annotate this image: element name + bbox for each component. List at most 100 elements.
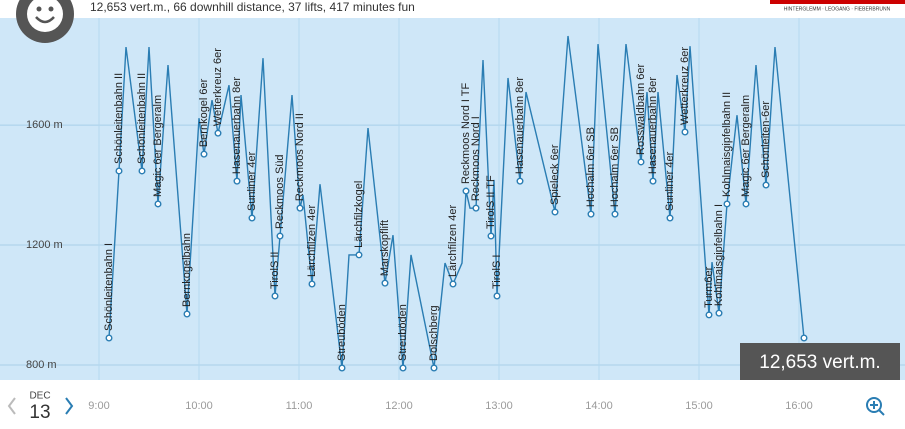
lift-label: Lärchfilzkogel <box>353 181 365 248</box>
zoom-glyph <box>870 401 885 416</box>
elevation-line <box>108 35 805 369</box>
lift-marker <box>462 187 470 195</box>
lift-marker <box>649 177 657 185</box>
x-tick-label: 13:00 <box>485 400 513 412</box>
lift-label: Bernkogel 6er <box>198 78 210 147</box>
lift-marker <box>183 310 191 318</box>
lift-marker <box>587 210 595 218</box>
lift-label: Streuböden <box>336 304 348 361</box>
lift-marker <box>430 364 438 372</box>
lift-label: TirolS I <box>491 255 503 289</box>
lift-label: Turm6er <box>703 266 715 307</box>
lift-marker <box>105 334 113 342</box>
next-day[interactable] <box>65 397 74 415</box>
lift-marker <box>472 204 480 212</box>
y-tick-label: 1600 m <box>26 119 63 131</box>
lift-marker <box>666 214 674 222</box>
lift-marker <box>154 200 162 208</box>
x-tick-label: 16:00 <box>785 400 813 412</box>
lift-label: Streuböden <box>397 304 409 361</box>
plot: 800 m 1200 m 1600 m 9:00 10:00 11:00 12:00 13:0… <box>0 18 905 412</box>
x-tick-label: 10:00 <box>185 400 213 412</box>
y-tick-label: 1200 m <box>26 239 63 251</box>
avatar-face <box>27 0 63 32</box>
lift-label: Hasenauerbahn 8er <box>647 77 659 175</box>
lift-label: Rosswaldbahn 6er <box>635 64 647 155</box>
logo-text: HINTERGLEMM · LEOGANG · FIEBERBRUNN <box>784 6 891 12</box>
x-tick-label: 9:00 <box>88 400 109 412</box>
lift-label: Reckmoos Nord II <box>294 113 306 201</box>
zoom[interactable] <box>866 397 885 416</box>
lift-label: Kohlmaisgipfelbahn II <box>721 92 733 197</box>
lift-marker <box>200 150 208 158</box>
lift-marker <box>723 200 731 208</box>
lift-marker <box>214 129 222 137</box>
lift-label: Marskopflift <box>379 220 391 276</box>
eye <box>36 6 42 12</box>
x-tick-label: 12:00 <box>385 400 413 412</box>
lift-label: TirolS II <box>269 252 281 290</box>
lift-label: Reckmoos Nord I TF <box>460 83 472 185</box>
lift-marker <box>493 292 501 300</box>
lift-marker <box>800 334 808 342</box>
lift-label: Wetterkreuz 6er <box>212 48 224 126</box>
lift-label: Reckmoos Nord I <box>470 116 482 201</box>
lift-label: Hasenauerbahn 8er <box>514 77 526 175</box>
month: DEC <box>29 391 50 402</box>
lift-marker <box>276 232 284 240</box>
lift-marker <box>762 181 770 189</box>
eye <box>48 6 54 12</box>
lift-marker <box>115 167 123 175</box>
smile <box>35 16 55 24</box>
lift-marker <box>715 309 723 317</box>
zoom-lens <box>866 397 882 413</box>
lift-marker <box>705 311 713 319</box>
lift-marker <box>449 280 457 288</box>
badge-text: 12,653 vert.m. <box>759 352 880 373</box>
lift-marker <box>271 292 279 300</box>
lift-label: Schönleitenbahn II <box>136 73 148 164</box>
x-tick-label: 14:00 <box>585 400 613 412</box>
summary: 12,653 vert.m., 66 downhill distance, 37… <box>90 0 415 14</box>
lift-marker <box>233 177 241 185</box>
lift-marker <box>296 204 304 212</box>
lift-marker <box>381 279 389 287</box>
lift-label: Lärchfilzen 4er <box>306 205 318 277</box>
prev-day[interactable] <box>7 397 16 415</box>
x-tick-label: 11:00 <box>286 400 313 412</box>
lift-label: Spieleck 6er <box>549 144 561 205</box>
lift-label: Schönleitenbahn I <box>103 243 115 331</box>
lift-label: Sunliner 4er <box>664 151 676 211</box>
logo-bar <box>770 0 905 4</box>
lift-marker <box>681 128 689 136</box>
plot-background <box>0 18 905 380</box>
lift-label: Sunliner 4er <box>246 151 258 211</box>
lift-marker <box>637 158 645 166</box>
lift-marker <box>487 232 495 240</box>
day: 13 <box>29 402 50 423</box>
lift-marker <box>308 280 316 288</box>
lift-label: Hasenauerbahn 8er <box>231 77 243 175</box>
lift-label: Schönleitenbahn II <box>113 73 125 164</box>
lift-marker <box>399 364 407 372</box>
lift-marker <box>355 251 363 259</box>
lift-marker <box>138 167 146 175</box>
lift-label: Hochalm 6er SB <box>609 127 621 207</box>
lift-marker <box>516 177 524 185</box>
lift-label: Magic 6er Bergeralm <box>152 95 164 197</box>
lift-marker <box>742 200 750 208</box>
lift-marker <box>338 364 346 372</box>
lift-marker <box>611 210 619 218</box>
lift-label: Kohlmaisgipfelbahn I <box>713 204 725 306</box>
lift-label: TirolS II TF <box>485 175 497 229</box>
badge <box>740 343 900 380</box>
lift-marker <box>248 214 256 222</box>
lift-label: Lärchfilzen 4er <box>447 205 459 277</box>
y-tick-label: 800 m <box>26 359 57 371</box>
lift-label: Hochalm 6er SB <box>585 127 597 207</box>
lift-label: Bernkogelbahn <box>181 233 193 307</box>
lift-label: Reckmoos Süd <box>274 154 286 229</box>
lift-label: Wetterkreuz 6er <box>679 47 691 125</box>
lift-label: Dolschberg <box>428 305 440 361</box>
